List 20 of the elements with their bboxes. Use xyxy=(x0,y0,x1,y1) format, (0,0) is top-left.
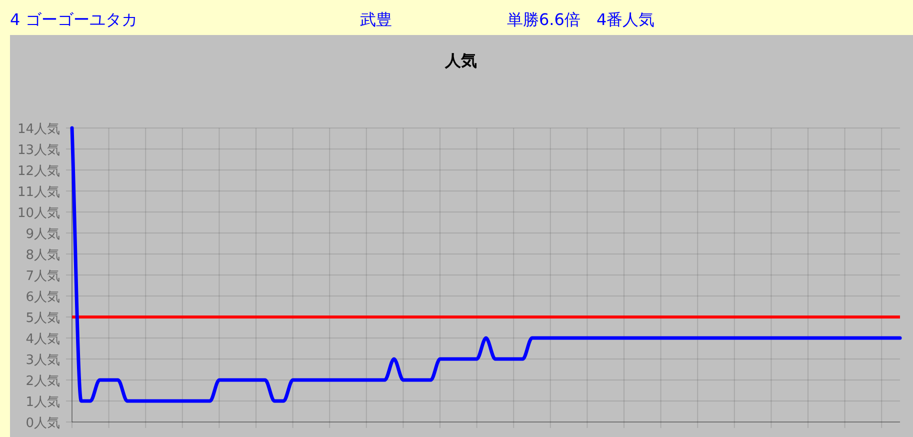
line-series xyxy=(70,126,902,403)
y-tick-label: 13人気 xyxy=(17,143,60,158)
y-tick-label: 11人気 xyxy=(17,185,60,200)
y-tick-label: 9人気 xyxy=(26,227,60,242)
y-tick-label: 5人気 xyxy=(26,311,60,326)
text: 単勝6.6倍 4番人気 xyxy=(507,10,655,29)
y-tick-label: 14人気 xyxy=(17,122,60,137)
y-tick-label: 0人気 xyxy=(26,416,60,431)
y-tick-label: 12人気 xyxy=(17,164,60,179)
y-tick-label: 8人気 xyxy=(26,248,60,263)
y-tick-label: 6人気 xyxy=(26,290,60,305)
text: 武豊 xyxy=(360,10,392,29)
y-tick-label: 4人気 xyxy=(26,332,60,347)
y-tick-label: 3人気 xyxy=(26,353,60,368)
y-tick-label: 1人気 xyxy=(26,395,60,410)
text: 4 ゴーゴーユタカ xyxy=(10,10,138,29)
y-tick-label: 10人気 xyxy=(17,206,60,221)
chart-title: 人気 xyxy=(444,51,477,70)
y-tick-label: 2人気 xyxy=(26,374,60,389)
y-tick-label: 7人気 xyxy=(26,269,60,284)
